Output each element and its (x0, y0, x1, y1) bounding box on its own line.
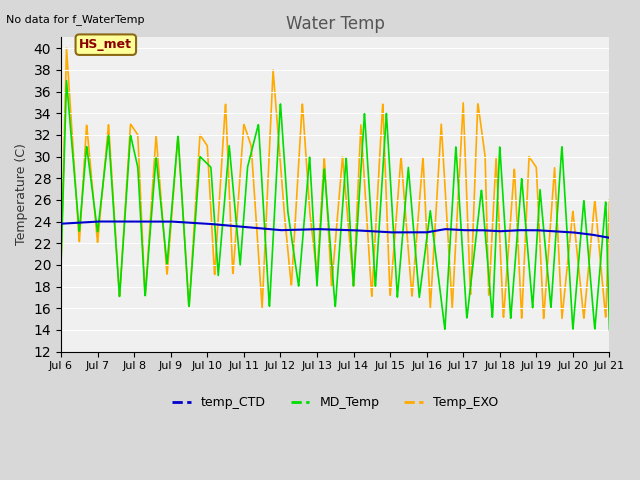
Text: HS_met: HS_met (79, 38, 132, 51)
Text: No data for f_WaterTemp: No data for f_WaterTemp (6, 14, 145, 25)
Legend: temp_CTD, MD_Temp, Temp_EXO: temp_CTD, MD_Temp, Temp_EXO (167, 391, 504, 414)
Title: Water Temp: Water Temp (286, 15, 385, 33)
Y-axis label: Temperature (C): Temperature (C) (15, 144, 28, 245)
